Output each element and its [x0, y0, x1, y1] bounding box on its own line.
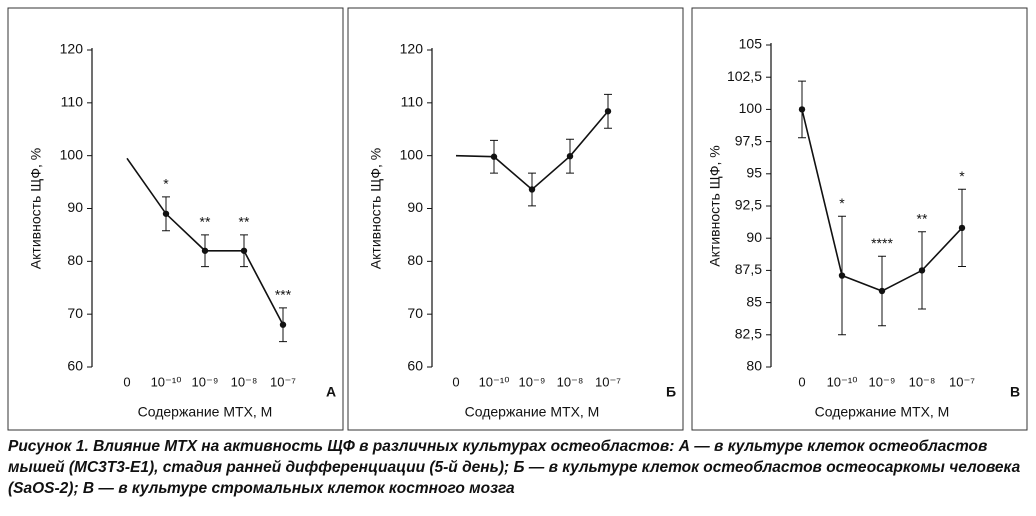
y-tick-label: 100	[60, 146, 84, 162]
x-tick-label: 0	[798, 374, 805, 389]
y-tick-label: 110	[401, 94, 424, 110]
y-tick-label: 102,5	[727, 68, 762, 84]
y-tick-label: 120	[400, 41, 424, 57]
y-tick-label: 110	[61, 94, 84, 110]
data-point	[798, 106, 806, 113]
data-point	[878, 287, 886, 295]
y-tick-label: 87,5	[735, 261, 762, 277]
x-tick-label: 10⁻¹⁰	[151, 374, 182, 389]
data-point	[838, 272, 846, 279]
x-axis-label: Содержание МТХ, М	[815, 404, 950, 420]
significance-mark: *	[163, 176, 169, 192]
y-axis-label: Активность ЩФ, %	[368, 148, 384, 269]
data-point	[958, 224, 966, 232]
y-tick-label: 100	[739, 100, 763, 116]
significance-mark: *	[839, 195, 845, 211]
y-tick-label: 105	[739, 36, 763, 52]
data-point	[162, 210, 170, 217]
x-tick-label: 10⁻¹⁰	[479, 374, 510, 389]
panel-frame	[7, 7, 344, 431]
y-tick-label: 60	[407, 358, 423, 374]
data-point	[918, 267, 926, 274]
significance-mark: **	[239, 214, 250, 230]
figure: 60 70 80 90 100 110 120 Активность ЩФ, % 0 10⁻¹⁰ 1…	[7, 7, 1028, 431]
data-point	[201, 247, 209, 254]
y-tick-label: 92,5	[735, 197, 762, 213]
y-tick-label: 70	[407, 305, 423, 321]
y-tick-label: 80	[67, 252, 83, 268]
x-tick-label: 0	[123, 374, 130, 389]
data-point	[604, 108, 612, 115]
y-tick-label: 90	[407, 199, 423, 215]
y-tick-label: 60	[67, 358, 83, 374]
x-tick-label: 10⁻⁹	[869, 374, 896, 389]
y-tick-label: 82,5	[735, 326, 762, 342]
data-point	[566, 152, 574, 160]
y-tick-label: 90	[746, 229, 762, 245]
x-tick-label: 10⁻⁸	[557, 374, 584, 389]
significance-mark: ***	[275, 287, 292, 303]
x-axis-label: Содержание МТХ, М	[138, 404, 273, 420]
y-tick-label: 80	[746, 358, 762, 374]
x-tick-label: 10⁻⁹	[192, 374, 219, 389]
y-axis-label: Активность ЩФ, %	[28, 148, 44, 269]
caption: Рисунок 1. Влияние МТХ на активность ЩФ …	[8, 438, 1021, 497]
x-tick-label: 10⁻⁷	[949, 374, 975, 389]
data-point	[528, 186, 536, 193]
data-point	[240, 247, 248, 254]
x-tick-label: 10⁻⁹	[519, 374, 546, 389]
y-tick-label: 70	[67, 305, 83, 321]
data-point	[490, 153, 498, 160]
panel-label: В	[1010, 384, 1020, 400]
x-axis-label: Содержание МТХ, М	[465, 404, 600, 420]
y-tick-label: 100	[400, 146, 424, 162]
panel-label: Б	[666, 384, 676, 400]
y-tick-label: 95	[746, 165, 762, 181]
x-tick-label: 10⁻⁸	[231, 374, 258, 389]
y-tick-label: 85	[746, 293, 762, 309]
y-tick-label: 120	[60, 41, 84, 57]
x-tick-label: 10⁻⁷	[595, 374, 621, 389]
panel-frame	[347, 7, 684, 431]
y-tick-label: 97,5	[735, 132, 762, 148]
data-point	[279, 321, 287, 328]
significance-mark: **	[917, 210, 928, 226]
x-tick-label: 10⁻⁸	[909, 374, 936, 389]
significance-mark: *	[959, 168, 965, 184]
significance-mark: ****	[871, 235, 893, 251]
y-axis-label: Активность ЩФ, %	[707, 145, 723, 266]
x-tick-label: 10⁻¹⁰	[827, 374, 858, 389]
x-tick-label: 0	[452, 374, 459, 389]
y-tick-label: 90	[67, 199, 83, 215]
panel-frame	[691, 7, 1028, 431]
y-tick-label: 80	[407, 252, 423, 268]
significance-mark: **	[200, 214, 211, 230]
panel-label: А	[326, 384, 336, 400]
x-tick-label: 10⁻⁷	[270, 374, 296, 389]
